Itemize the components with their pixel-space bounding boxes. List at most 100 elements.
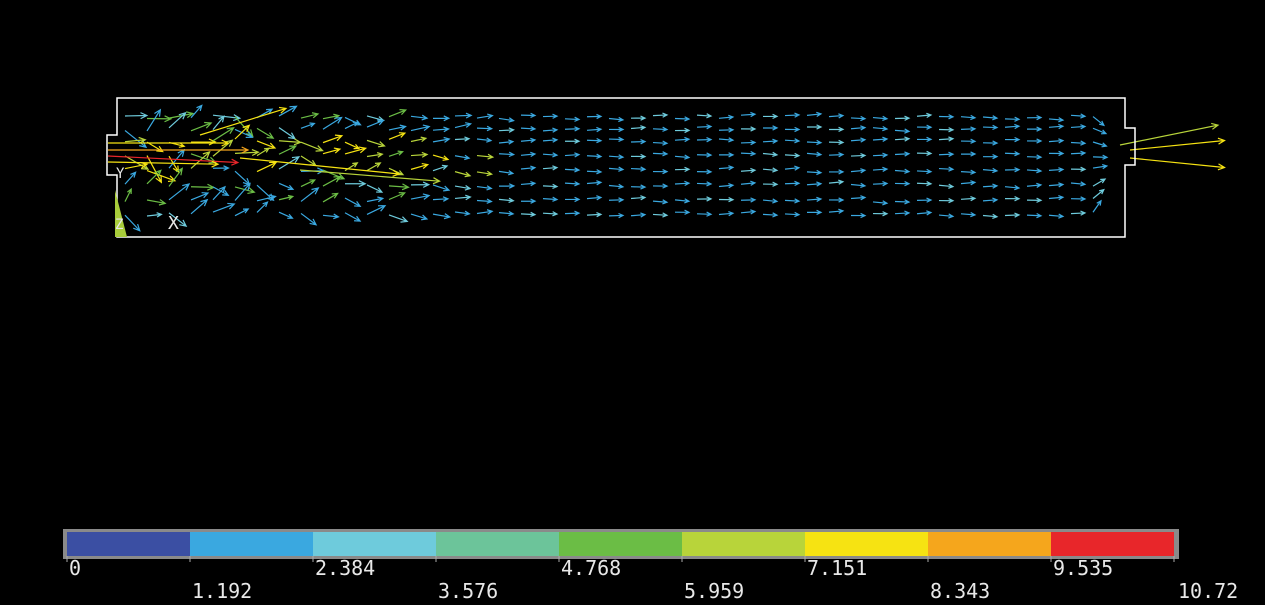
vector-arrow [520, 137, 537, 143]
vector-arrow [146, 170, 177, 183]
vector-arrow [388, 192, 406, 201]
vector-arrow [652, 151, 669, 157]
vector-arrow [1048, 182, 1065, 188]
vector-arrow [586, 180, 603, 186]
vector-arrow [872, 136, 889, 142]
vector-arrow [674, 116, 691, 122]
vector-arrow [124, 136, 147, 144]
vector-arrow [212, 165, 230, 171]
vector-arrow [630, 195, 647, 201]
vector-arrow [498, 197, 515, 204]
vector-arrow [322, 213, 340, 220]
vector-arrow [1129, 157, 1226, 171]
vector-arrow [828, 113, 845, 119]
vector-arrow [960, 126, 977, 132]
vector-arrow [630, 212, 647, 218]
vector-arrow [520, 126, 537, 132]
vector-arrow [190, 198, 209, 215]
vector-arrow [1048, 150, 1065, 157]
vector-arrow [828, 139, 845, 145]
vector-arrow [674, 198, 691, 204]
vector-arrow [454, 185, 472, 191]
vector-arrow [894, 115, 911, 121]
vector-arrow [256, 140, 277, 150]
legend-tick-label: 5.959 [684, 579, 744, 603]
legend-band [1051, 532, 1174, 556]
legend-band [313, 532, 436, 556]
vector-arrow [586, 211, 603, 218]
vector-arrow [718, 183, 735, 189]
vector-arrow [982, 124, 999, 131]
vector-arrow [190, 138, 217, 146]
vector-arrow [872, 166, 889, 172]
vector-arrow [432, 154, 450, 161]
vector-arrow [762, 198, 779, 204]
vector-arrow [894, 181, 911, 187]
legend-tick-label: 0 [69, 556, 81, 580]
vector-arrow [740, 126, 757, 132]
vector-arrow [454, 122, 473, 129]
vector-arrow [1070, 210, 1087, 216]
vector-arrow [1092, 188, 1105, 199]
vector-arrow [366, 184, 384, 193]
vector-arrow [1026, 126, 1043, 132]
vector-arrow [740, 111, 757, 118]
vector-arrow [1070, 196, 1087, 202]
vector-arrow [564, 181, 581, 187]
vector-arrow [322, 116, 343, 130]
vector-arrow [234, 148, 260, 157]
vector-arrow [718, 211, 735, 217]
vector-arrow [388, 214, 409, 223]
vector-arrow [608, 197, 625, 203]
vector-arrow [630, 125, 647, 131]
vector-arrow [894, 199, 911, 205]
vector-arrow [916, 124, 933, 130]
vector-arrow [806, 151, 823, 157]
legend-band [559, 532, 682, 556]
vector-arrow [124, 214, 141, 232]
vector-arrow [1092, 164, 1109, 170]
vector-arrow [476, 113, 494, 120]
vector-arrow [498, 210, 515, 217]
vector-arrow [476, 153, 495, 160]
vector-arrow [1092, 154, 1109, 160]
vector-arrow [894, 210, 911, 216]
vector-arrow [322, 147, 342, 155]
vector-arrow [542, 165, 559, 171]
vector-arrow [806, 139, 823, 146]
vector-arrow [146, 169, 162, 185]
vector-arrow [124, 187, 132, 202]
vector-arrow [212, 185, 226, 201]
legend-tick-label: 9.535 [1053, 556, 1113, 580]
vector-arrow [1092, 116, 1106, 127]
vector-arrow [146, 155, 163, 184]
vector-arrow [108, 139, 230, 147]
vector-arrow [850, 212, 867, 219]
vector-arrow [608, 183, 625, 190]
vector-arrow [608, 136, 625, 143]
vector-arrow [476, 209, 494, 215]
vector-arrow [542, 152, 559, 158]
legend-tick-label: 1.192 [192, 579, 252, 603]
vector-arrow [410, 114, 429, 121]
vector-arrow [718, 165, 735, 171]
vector-arrow [982, 213, 999, 219]
vector-arrow [740, 197, 757, 203]
vector-arrow [762, 125, 779, 131]
legend-band [190, 532, 313, 556]
vector-arrow [278, 145, 298, 155]
vector-arrow [410, 181, 431, 188]
vector-arrow [872, 152, 889, 158]
vector-arrow [938, 114, 955, 120]
vector-arrow [1026, 154, 1043, 160]
vector-arrow [1048, 213, 1065, 219]
vector-arrow [872, 181, 889, 187]
vector-arrow [872, 125, 889, 132]
vector-arrow [454, 210, 471, 216]
vector-arrow [938, 136, 955, 142]
vector-arrow [410, 136, 428, 143]
legend-band [928, 532, 1051, 556]
legend-band [805, 532, 928, 556]
vector-arrow [234, 128, 254, 138]
vector-arrow [432, 126, 450, 133]
